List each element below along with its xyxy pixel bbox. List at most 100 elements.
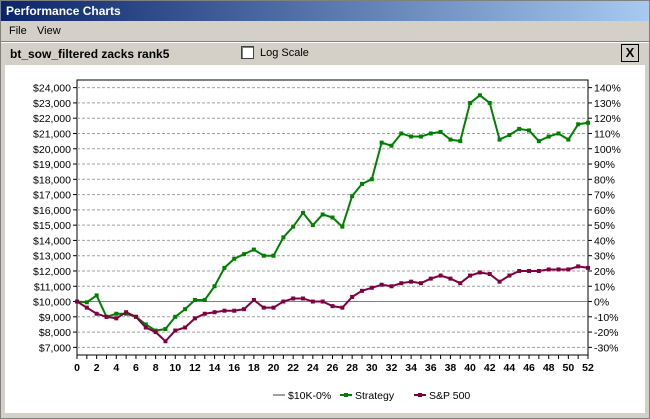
y-tick-label-left: $11,000 <box>34 281 71 293</box>
chart-name-label: bt_sow_filtered zacks rank5 <box>10 47 170 61</box>
x-tick-label: 16 <box>228 362 240 374</box>
log-scale-checkbox[interactable] <box>241 46 254 59</box>
point-sp500 <box>104 314 109 319</box>
point-sp500 <box>458 281 463 286</box>
point-strategy <box>202 298 207 302</box>
y-tick-label-left: $8,000 <box>39 327 71 339</box>
point-strategy <box>212 284 217 289</box>
point-strategy <box>379 140 384 145</box>
point-strategy <box>330 215 335 220</box>
y-tick-label-right: 120% <box>594 113 621 125</box>
y-tick-label-left: $10,000 <box>33 297 71 309</box>
y-tick-label-left: $24,000 <box>33 83 71 95</box>
point-sp500 <box>281 299 286 304</box>
point-strategy <box>576 122 581 127</box>
point-strategy <box>251 247 256 252</box>
point-sp500 <box>359 288 364 293</box>
point-strategy <box>527 128 532 133</box>
y-tick-label-left: $15,000 <box>33 220 71 232</box>
point-sp500 <box>507 273 512 278</box>
legend-label-strategy: Strategy <box>355 390 395 402</box>
close-button[interactable]: X <box>621 44 639 62</box>
point-strategy <box>114 311 119 316</box>
point-strategy <box>242 252 247 257</box>
x-tick-label: 8 <box>153 362 159 374</box>
point-sp500 <box>350 294 355 299</box>
point-sp500 <box>261 305 266 310</box>
point-strategy <box>468 100 473 105</box>
menu-divider <box>1 41 649 43</box>
y-tick-label-left: $13,000 <box>33 251 71 263</box>
x-tick-label: 10 <box>169 362 181 374</box>
point-strategy <box>173 314 178 319</box>
point-sp500 <box>409 279 414 284</box>
y-tick-label-right: -20% <box>594 327 619 339</box>
point-strategy <box>546 134 551 139</box>
x-tick-label: 36 <box>425 362 437 374</box>
point-strategy <box>458 139 463 144</box>
point-sp500 <box>369 285 374 290</box>
y-tick-label-left: $12,000 <box>33 266 71 278</box>
point-sp500 <box>586 265 590 270</box>
y-tick-label-right: -30% <box>594 342 619 354</box>
point-strategy <box>448 137 453 142</box>
point-sp500 <box>566 267 571 272</box>
x-tick-label: 26 <box>327 362 339 374</box>
point-sp500 <box>271 305 276 310</box>
x-tick-label: 48 <box>543 362 555 374</box>
point-strategy <box>428 131 433 136</box>
x-tick-label: 18 <box>248 362 260 374</box>
point-sp500 <box>487 272 492 277</box>
point-strategy <box>350 194 355 199</box>
x-tick-label: 22 <box>287 362 299 374</box>
title-bar[interactable]: Performance Charts <box>1 1 649 21</box>
x-tick-label: 12 <box>189 362 201 374</box>
performance-chart: $7,000 $8,000 $9,000 $10,000 $11,000 $12,000 $… <box>33 79 621 402</box>
y-tick-label-left: $22,000 <box>33 113 71 125</box>
menu-view[interactable]: View <box>37 25 61 37</box>
point-strategy <box>369 177 374 182</box>
point-sp500 <box>84 305 89 310</box>
point-strategy <box>271 253 276 258</box>
point-strategy <box>409 134 414 139</box>
point-sp500 <box>242 307 247 312</box>
legend-label-sp500: S&P 500 <box>429 390 470 402</box>
point-strategy <box>310 223 315 228</box>
point-sp500 <box>517 268 522 273</box>
point-sp500 <box>163 339 168 344</box>
point-strategy <box>556 131 561 136</box>
point-strategy <box>281 235 286 240</box>
y-tick-label-left: $14,000 <box>33 235 71 247</box>
point-sp500 <box>497 279 502 284</box>
point-strategy <box>507 133 512 137</box>
point-sp500 <box>536 268 541 273</box>
point-sp500 <box>389 284 394 289</box>
window-title: Performance Charts <box>6 4 121 18</box>
point-strategy <box>566 137 571 142</box>
point-sp500 <box>556 267 561 272</box>
y-tick-label-left: $23,000 <box>33 98 71 110</box>
point-strategy <box>320 212 325 217</box>
y-tick-label-right: 10% <box>594 281 615 293</box>
menu-file[interactable]: File <box>9 25 27 37</box>
log-scale-toggle[interactable]: Log Scale <box>241 46 309 59</box>
point-strategy <box>487 100 492 105</box>
point-sp500 <box>192 316 197 321</box>
point-sp500 <box>202 311 207 316</box>
y-tick-label-right: 70% <box>594 190 615 202</box>
x-tick-label: 6 <box>133 362 139 374</box>
point-sp500 <box>143 325 148 330</box>
point-strategy <box>183 307 188 312</box>
point-sp500 <box>94 311 99 316</box>
chart-panel: $7,000 $8,000 $9,000 $10,000 $11,000 $12,000 $… <box>5 65 645 413</box>
x-tick-label: 2 <box>94 362 100 374</box>
point-strategy <box>192 298 197 302</box>
legend-marker-strategy <box>344 393 348 397</box>
menu-bar: File View <box>1 22 649 40</box>
point-sp500 <box>428 276 433 281</box>
point-sp500 <box>222 308 227 313</box>
point-strategy <box>340 224 345 229</box>
y-tick-label-right: 40% <box>594 235 615 247</box>
x-tick-label: 0 <box>74 362 80 374</box>
x-tick-label: 52 <box>582 362 594 374</box>
